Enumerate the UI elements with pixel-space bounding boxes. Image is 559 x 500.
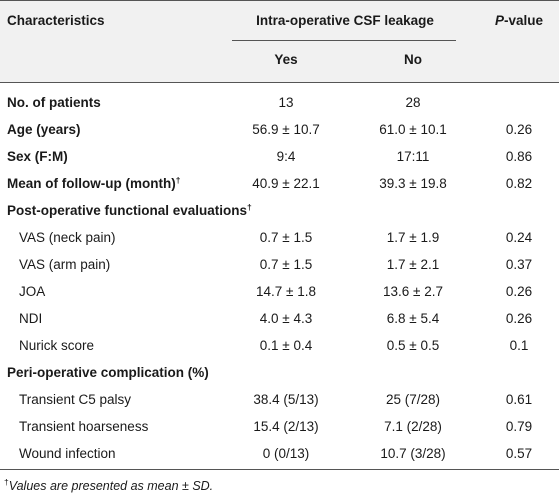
cell-yes: 0.1 ± 0.4 (259, 338, 313, 353)
cell-p: 0.1 (509, 338, 529, 353)
section-label-text: Post-operative functional evaluations (7, 203, 248, 218)
cell-yes: 0 (0/13) (262, 446, 310, 461)
cell-p: 0.79 (505, 419, 533, 434)
cell-p: 0.86 (505, 149, 533, 164)
row-label: Mean of follow-up (month)† (7, 175, 180, 193)
row-label: Sex (F:M) (7, 149, 68, 164)
header-characteristics: Characteristics (7, 13, 105, 28)
header-rule (0, 82, 559, 83)
cell-no: 7.1 (2/28) (384, 419, 442, 434)
row-label-text: Mean of follow-up (month) (7, 176, 176, 191)
cell-no: 25 (7/28) (385, 392, 441, 407)
cell-no: 13.6 ± 2.7 (383, 284, 443, 299)
cell-no: 0.5 ± 0.5 (386, 338, 440, 353)
cell-p: 0.24 (505, 230, 533, 245)
cell-yes: 0.7 ± 1.5 (259, 230, 313, 245)
section-label: Peri-operative complication (%) (7, 365, 209, 380)
row-label: NDI (19, 311, 43, 326)
header-csf-leakage: Intra-operative CSF leakage (256, 13, 434, 28)
row-label: VAS (arm pain) (19, 257, 111, 272)
row-label: Nurick score (19, 338, 95, 353)
group-underline (232, 40, 456, 41)
row-label: Age (years) (7, 122, 81, 137)
cell-p: 0.57 (505, 446, 533, 461)
table-header-background (0, 0, 559, 82)
header-p-italic: P (494, 13, 504, 28)
header-no: No (404, 52, 422, 67)
cell-no: 10.7 (3/28) (380, 446, 446, 461)
cell-yes: 40.9 ± 22.1 (252, 176, 320, 191)
row-label: JOA (19, 284, 46, 299)
cell-p: 0.26 (505, 122, 533, 137)
dagger-mark: † (247, 202, 252, 212)
cell-p: 0.82 (505, 176, 533, 191)
footnote: †Values are presented as mean ± SD. (4, 477, 213, 495)
cell-yes: 14.7 ± 1.8 (256, 284, 316, 299)
top-rule (0, 0, 559, 1)
cell-p: 0.26 (505, 284, 533, 299)
cell-p: 0.61 (505, 392, 533, 407)
cell-yes: 4.0 ± 4.3 (259, 311, 313, 326)
cell-yes: 9:4 (276, 149, 296, 164)
row-label: VAS (neck pain) (19, 230, 116, 245)
cell-no: 1.7 ± 1.9 (386, 230, 440, 245)
row-label: Transient hoarseness (19, 419, 149, 434)
row-label: No. of patients (7, 95, 101, 110)
cell-no: 17:11 (396, 149, 430, 164)
header-p-value: P-value (495, 12, 543, 30)
header-yes: Yes (274, 52, 298, 67)
cell-no: 39.3 ± 19.8 (379, 176, 447, 191)
section-label: Post-operative functional evaluations† (7, 202, 252, 220)
cell-no: 1.7 ± 2.1 (386, 257, 440, 272)
footnote-dagger: † (4, 477, 9, 487)
cell-yes: 13 (278, 95, 294, 110)
cell-p: 0.26 (505, 311, 533, 326)
bottom-rule (0, 469, 559, 470)
cell-yes: 56.9 ± 10.7 (252, 122, 320, 137)
row-label: Transient C5 palsy (19, 392, 132, 407)
cell-yes: 38.4 (5/13) (253, 392, 319, 407)
dagger-mark: † (175, 175, 181, 185)
cell-no: 28 (405, 95, 421, 110)
cell-yes: 15.4 (2/13) (253, 419, 319, 434)
header-p-rest: -value (503, 13, 544, 28)
cell-no: 6.8 ± 5.4 (386, 311, 440, 326)
row-label: Wound infection (19, 446, 116, 461)
footnote-text: Values are presented as mean ± SD. (8, 479, 214, 493)
cell-yes: 0.7 ± 1.5 (259, 257, 313, 272)
cell-p: 0.37 (505, 257, 533, 272)
cell-no: 61.0 ± 10.1 (379, 122, 447, 137)
